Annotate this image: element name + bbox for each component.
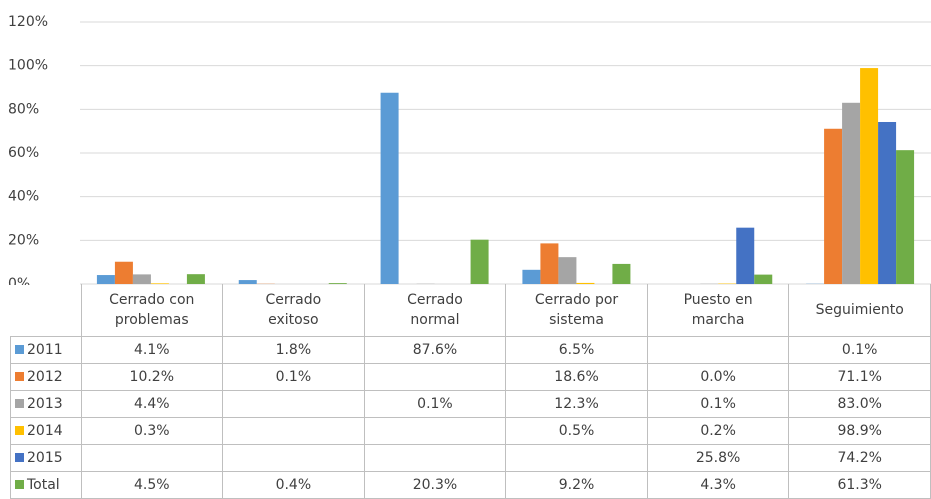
value-label: 20.3% <box>363 471 507 499</box>
legend-swatch <box>15 480 24 489</box>
value-label: 18.6% <box>505 363 648 391</box>
legend-cell: 2013 <box>10 390 82 418</box>
value-label <box>363 363 507 391</box>
bar <box>540 243 559 284</box>
series-row: 2014 0.3% 0.5% 0.2% 98.9% <box>10 417 931 445</box>
value-label: 10.2% <box>80 363 224 391</box>
series-row: Total 4.5% 0.4% 20.3% 9.2% 4.3% 61.3% <box>10 471 931 499</box>
value-label <box>363 417 507 445</box>
bar <box>824 128 843 284</box>
value-label: 0.1% <box>788 336 931 364</box>
series-row: 2011 4.1% 1.8% 87.6% 6.5% 0.1% <box>10 336 931 364</box>
legend-label: 2011 <box>27 342 63 358</box>
value-label: 1.8% <box>222 336 365 364</box>
legend-swatch <box>15 399 24 408</box>
series-row: 2012 10.2% 0.1% 18.6% 0.0% 71.1% <box>10 363 931 391</box>
category-label: Cerrado exitoso <box>222 284 365 337</box>
header-row: Cerrado con problemas Cerrado exitoso Cerr… <box>10 284 931 337</box>
value-label: 61.3% <box>788 471 931 499</box>
category-label: Puesto en marcha <box>646 284 790 337</box>
legend-swatch <box>15 345 24 354</box>
value-label: 0.1% <box>363 390 507 418</box>
bar <box>522 269 541 284</box>
legend-cell: Total <box>10 471 82 499</box>
value-label: 83.0% <box>788 390 931 418</box>
y-tick-label: 20% <box>8 232 39 248</box>
corner-cell <box>10 284 82 337</box>
category-label: Cerrado normal <box>363 284 507 337</box>
legend-label: Total <box>27 477 60 493</box>
bar <box>612 263 631 284</box>
series-row: 2015 25.8% 74.2% <box>10 444 931 472</box>
bar <box>96 275 115 284</box>
legend-label: 2013 <box>27 396 63 412</box>
bar <box>896 150 915 284</box>
y-tick-label: 0% <box>8 276 30 285</box>
value-label <box>222 417 365 445</box>
category-label: Seguimiento <box>788 284 931 337</box>
bar <box>150 283 169 284</box>
legend-cell: 2012 <box>10 363 82 391</box>
bar <box>132 274 151 284</box>
legend-swatch <box>15 426 24 435</box>
legend-label: 2015 <box>27 450 63 466</box>
value-label: 98.9% <box>788 417 931 445</box>
legend-cell: 2014 <box>10 417 82 445</box>
value-label <box>222 390 365 418</box>
y-tick-label: 80% <box>8 101 39 117</box>
legend-label: 2014 <box>27 423 63 439</box>
value-label: 0.4% <box>222 471 365 499</box>
value-label: 74.2% <box>788 444 931 472</box>
value-label: 0.3% <box>80 417 224 445</box>
legend-cell: 2015 <box>10 444 82 472</box>
legend-cell: 2011 <box>10 336 82 364</box>
bar <box>558 257 577 284</box>
value-label <box>222 444 365 472</box>
value-label <box>80 444 224 472</box>
category-label: Cerrado con problemas <box>80 284 224 337</box>
value-label <box>363 444 507 472</box>
value-label: 0.5% <box>505 417 648 445</box>
y-tick-label: 120% <box>8 14 48 30</box>
bar <box>114 261 133 284</box>
value-label: 0.1% <box>646 390 790 418</box>
value-label: 4.5% <box>80 471 224 499</box>
bar <box>842 102 861 285</box>
value-label: 0.1% <box>222 363 365 391</box>
value-label <box>505 444 648 472</box>
y-tick-label: 100% <box>8 58 48 74</box>
value-label: 0.2% <box>646 417 790 445</box>
bar <box>860 68 879 285</box>
legend-label: 2012 <box>27 369 63 385</box>
bar <box>878 121 897 284</box>
bar <box>186 274 205 284</box>
bar <box>470 239 489 284</box>
value-label: 25.8% <box>646 444 790 472</box>
legend-swatch <box>15 372 24 381</box>
value-label: 87.6% <box>363 336 507 364</box>
data-table: Cerrado con problemas Cerrado exitoso Cerr… <box>10 284 931 499</box>
legend-swatch <box>15 453 24 462</box>
bar <box>576 282 595 284</box>
value-label: 0.0% <box>646 363 790 391</box>
bar <box>380 92 399 285</box>
value-label: 12.3% <box>505 390 648 418</box>
y-tick-label: 40% <box>8 189 39 205</box>
value-label: 4.3% <box>646 471 790 499</box>
value-label <box>646 336 790 364</box>
bar <box>754 274 773 284</box>
category-label: Cerrado por sistema <box>505 284 648 337</box>
value-label: 71.1% <box>788 363 931 391</box>
chart: 0% 20% 40% 60% 80% 100% 120% <box>8 14 931 285</box>
series-row: 2013 4.4% 0.1% 12.3% 0.1% 83.0% <box>10 390 931 418</box>
bar <box>328 283 347 284</box>
y-tick-label: 60% <box>8 145 39 161</box>
value-label: 4.1% <box>80 336 224 364</box>
value-label: 6.5% <box>505 336 648 364</box>
value-label: 9.2% <box>505 471 648 499</box>
bar <box>736 227 755 284</box>
bar <box>238 280 257 284</box>
value-label: 4.4% <box>80 390 224 418</box>
